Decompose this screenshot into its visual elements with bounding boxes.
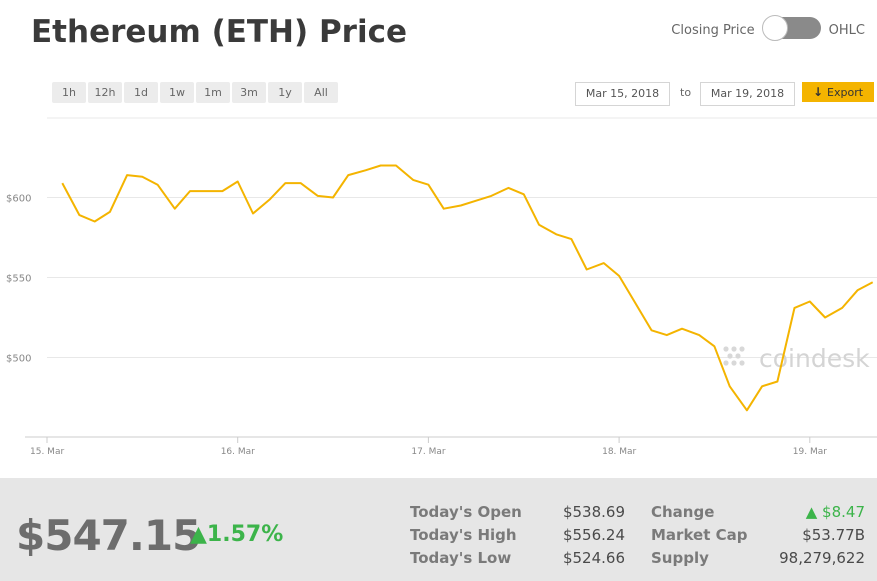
market-cap-label: Market Cap	[651, 526, 748, 544]
watermark-logo-dot	[731, 360, 737, 366]
y-tick-label: $500	[6, 354, 31, 365]
time-range-buttons: 1h 12h 1d 1w 1m 3m 1y All	[52, 82, 338, 103]
ohlc-label: OHLC	[828, 22, 865, 38]
change-label: Change	[651, 503, 715, 521]
watermark-logo-dot	[731, 346, 737, 352]
price-chart: $500 $550 $600 15. Mar 16. Mar 17. Mar 18. Mar…	[6, 117, 877, 457]
download-icon: ↓	[812, 85, 824, 99]
range-button-1w[interactable]: 1w	[160, 82, 194, 103]
export-label: Export	[827, 85, 864, 99]
today-high-value: $556.24	[562, 526, 625, 544]
export-button[interactable]: ↓ Export	[802, 82, 874, 102]
watermark-logo-dot	[723, 360, 729, 366]
price-change-percent-value: 1.57%	[206, 522, 284, 547]
supply-value: 98,279,622	[779, 549, 865, 567]
date-from-input[interactable]: Mar 15, 2018	[575, 82, 670, 106]
range-button-12h[interactable]: 12h	[88, 82, 122, 103]
watermark-logo-dot	[723, 346, 729, 352]
watermark-logo-dot	[727, 353, 733, 359]
up-arrow-icon: ▲	[190, 522, 207, 547]
price-mode-toggle-group: Closing Price OHLC	[671, 15, 865, 41]
y-tick-label: $600	[6, 194, 31, 205]
price-change-percent: ▲1.57%	[190, 522, 283, 547]
price-series-line	[61, 164, 874, 412]
watermark-logo-dot	[739, 346, 745, 352]
closing-price-label: Closing Price	[671, 22, 755, 38]
range-button-all[interactable]: All	[304, 82, 338, 103]
x-tick-label: 15. Mar	[30, 447, 64, 457]
current-price: $547.15	[16, 511, 201, 560]
change-amount: $8.47	[822, 503, 865, 521]
watermark-logo-dot	[735, 353, 741, 359]
price-mode-toggle[interactable]	[761, 15, 821, 41]
today-high-label: Today's High	[410, 526, 517, 544]
watermark-logo-dot	[739, 360, 745, 366]
x-tick-label: 19. Mar	[793, 447, 827, 457]
today-low-label: Today's Low	[410, 549, 512, 567]
date-range-separator: to	[680, 86, 692, 99]
today-low-value: $524.66	[562, 549, 625, 567]
change-up-arrow-icon: ▲	[805, 503, 823, 521]
x-tick-label: 18. Mar	[602, 447, 636, 457]
market-cap-value: $53.77B	[802, 526, 865, 544]
x-tick-label: 16. Mar	[221, 447, 255, 457]
change-value: ▲ $8.47	[765, 503, 865, 521]
range-button-3m[interactable]: 3m	[232, 82, 266, 103]
toggle-knob[interactable]	[761, 15, 788, 41]
watermark-text: coindesk	[759, 344, 870, 373]
stats-footer: $547.15 ▲1.57% Today's Open $538.69 Toda…	[0, 478, 877, 581]
today-open-value: $538.69	[562, 503, 625, 521]
range-button-1m[interactable]: 1m	[196, 82, 230, 103]
date-to-input[interactable]: Mar 19, 2018	[700, 82, 795, 106]
y-tick-label: $550	[6, 274, 31, 285]
range-button-1y[interactable]: 1y	[268, 82, 302, 103]
range-button-1d[interactable]: 1d	[124, 82, 158, 103]
page-title: Ethereum (ETH) Price	[31, 14, 407, 50]
range-button-1h[interactable]: 1h	[52, 82, 86, 103]
today-open-label: Today's Open	[410, 503, 522, 521]
x-tick-label: 17. Mar	[411, 447, 445, 457]
supply-label: Supply	[651, 549, 709, 567]
